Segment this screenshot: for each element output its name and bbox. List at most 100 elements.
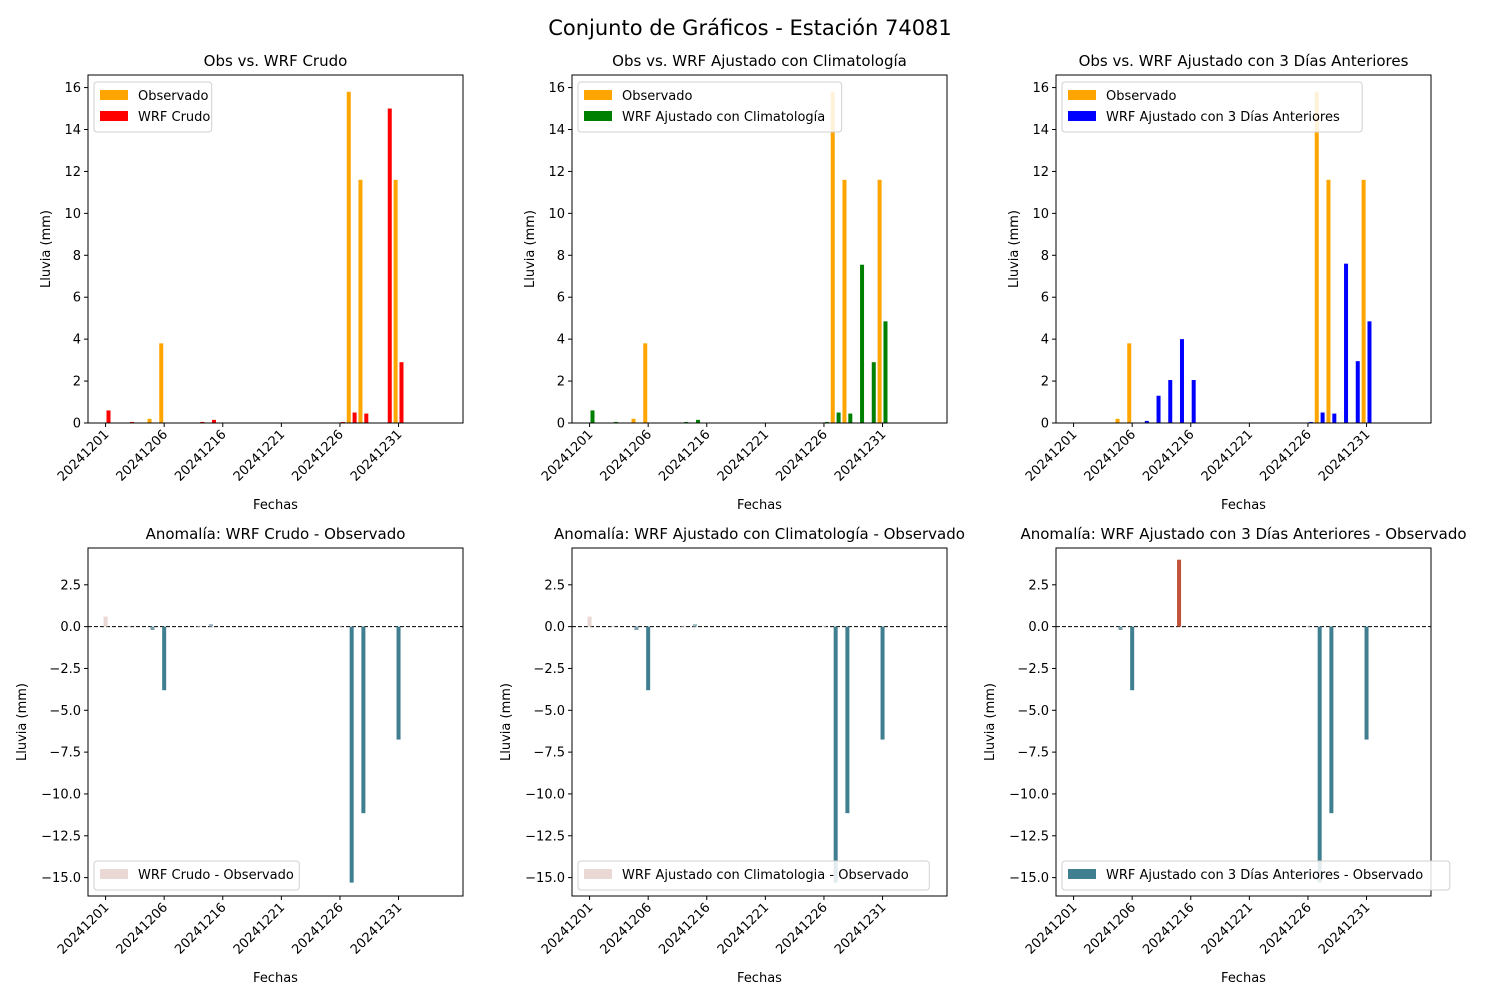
bar-wrf-ajustado-con-climatologia-observado-2 (611, 625, 616, 627)
bar-observado-25 (1361, 179, 1366, 423)
bar-wrf-ajustado-con-3-d-as-anteriores-9 (1179, 339, 1184, 423)
bar-observado-5 (159, 343, 164, 423)
bar-wrf-crudo-observado-9 (209, 624, 214, 627)
bar-wrf-ajustado-con-3-d-as-anteriores-observado-22 (1329, 626, 1334, 814)
y-tick-label: −15.0 (1009, 871, 1049, 886)
y-axis-label: Lluvia (mm) (1007, 210, 1022, 288)
legend-label: WRF Ajustado con 3 Días Anteriores (1106, 110, 1340, 125)
panel-5: Anomalía: WRF Ajustado con Climatología … (499, 525, 965, 986)
bar-wrf-crudo-observado-21 (349, 626, 354, 883)
x-tick-label: 20241206 (598, 427, 655, 484)
y-tick-label: 6 (73, 291, 81, 306)
legend: WRF Ajustado con Climatologia - Observad… (577, 860, 930, 891)
bar-observado-4 (147, 418, 152, 423)
bar-observado-21 (346, 91, 351, 423)
bar-wrf-crudo-observado-22 (361, 626, 366, 814)
bar-wrf-ajustado-con-climatologia-observado-9 (693, 624, 698, 627)
y-tick-label: 12 (548, 165, 565, 180)
bar-wrf-ajustado-con-3-d-as-anteriores-observado-9 (1177, 559, 1182, 627)
y-axis-label: Lluvia (mm) (499, 683, 514, 761)
x-tick-label: 20241221 (715, 427, 772, 484)
x-axis-label: Fechas (1221, 498, 1266, 513)
plot-frame (87, 74, 464, 424)
y-tick-label: 12 (64, 165, 81, 180)
bar-wrf-crudo-observado-8 (197, 625, 202, 627)
bar-wrf-crudo-25 (399, 362, 404, 423)
legend-label: WRF Crudo - Observado (138, 868, 294, 883)
x-tick-label: 20241231 (348, 427, 405, 484)
bar-observado-4 (1115, 418, 1120, 423)
y-tick-label: 2.5 (544, 578, 565, 593)
panel-title: Obs vs. WRF Ajustado con 3 Días Anterior… (1079, 52, 1409, 70)
x-tick-label: 20241201 (1023, 427, 1080, 484)
bar-observado-21 (1314, 91, 1319, 423)
bar-observado-5 (1127, 343, 1132, 423)
x-tick-label: 20241226 (1257, 900, 1314, 957)
y-tick-label: 12 (1032, 165, 1049, 180)
y-tick-label: 8 (73, 249, 81, 264)
y-tick-label: −2.5 (49, 662, 81, 677)
y-tick-label: 16 (1032, 81, 1049, 96)
y-tick-label: 4 (73, 333, 81, 348)
x-axis-label: Fechas (253, 498, 298, 513)
y-tick-label: −2.5 (533, 662, 565, 677)
x-tick-label: 20241216 (656, 427, 713, 484)
bar-wrf-ajustado-con-climatolog-a-22 (848, 413, 853, 423)
bar-wrf-ajustado-con-climatologia-observado-25 (880, 626, 885, 740)
bar-wrf-ajustado-con-3-d-as-anteriores-8 (1168, 380, 1173, 423)
x-tick-label: 20241221 (231, 900, 288, 957)
legend-swatch (1068, 111, 1096, 121)
bar-wrf-ajustado-con-3-d-as-anteriores-observado-20 (1305, 625, 1310, 627)
bar-wrf-ajustado-con-climatologia-observado-5 (646, 626, 651, 691)
bar-wrf-ajustado-con-3-d-as-anteriores-20 (1308, 421, 1313, 423)
bar-wrf-crudo-observado-2 (127, 625, 132, 627)
x-tick-label: 20241201 (539, 427, 596, 484)
bar-observado-25 (393, 179, 398, 423)
bar-observado-22 (842, 179, 847, 423)
bar-observado-4 (631, 418, 636, 423)
bar-wrf-ajustado-con-3-d-as-anteriores-25 (1367, 321, 1372, 423)
y-tick-label: −5.0 (1017, 704, 1049, 719)
bar-wrf-ajustado-con-3-d-as-anteriores-observado-25 (1364, 626, 1369, 740)
bar-wrf-crudo-observado-20 (337, 625, 342, 627)
y-axis-label: Lluvia (mm) (523, 210, 538, 288)
legend-label: WRF Ajustado con 3 Días Anteriores - Obs… (1106, 868, 1423, 883)
legend-swatch (584, 869, 612, 879)
bar-wrf-ajustado-con-climatolog-a-25 (883, 321, 888, 423)
bar-wrf-crudo-20 (340, 421, 345, 423)
panel-title: Obs vs. WRF Crudo (204, 52, 348, 70)
bar-wrf-crudo-9 (211, 419, 216, 423)
legend-label: Observado (138, 89, 209, 104)
bar-wrf-crudo-observado-5 (162, 626, 167, 691)
y-tick-label: 16 (548, 81, 565, 96)
x-tick-label: 20241201 (55, 900, 112, 957)
x-tick-label: 20241231 (348, 900, 405, 957)
legend-swatch (584, 90, 612, 100)
y-tick-label: 0 (1041, 417, 1049, 432)
y-tick-label: 8 (557, 249, 565, 264)
bar-wrf-crudo-observado-0 (103, 616, 108, 627)
x-tick-label: 20241216 (1140, 900, 1197, 957)
x-tick-label: 20241231 (1316, 427, 1373, 484)
x-tick-label: 20241216 (656, 900, 713, 957)
legend-swatch (100, 90, 128, 100)
bar-wrf-ajustado-con-climatolog-a-24 (871, 362, 876, 423)
x-tick-label: 20241221 (231, 427, 288, 484)
y-tick-label: 16 (64, 81, 81, 96)
legend-swatch (584, 111, 612, 121)
bar-wrf-ajustado-con-3-d-as-anteriores-6 (1144, 420, 1149, 423)
legend: WRF Ajustado con 3 Días Anteriores - Obs… (1061, 860, 1451, 891)
panel-2: Obs vs. WRF Ajustado con Climatología 0 2 4… (523, 52, 948, 513)
y-tick-label: 6 (557, 291, 565, 306)
panel-3: Obs vs. WRF Ajustado con 3 Días Anterior… (1007, 52, 1432, 513)
plot-frame (1055, 547, 1432, 897)
bar-wrf-ajustado-con-climatologia-observado-22 (845, 626, 850, 814)
y-tick-label: −12.5 (525, 829, 565, 844)
y-tick-label: 2 (1041, 375, 1049, 390)
bar-wrf-ajustado-con-climatologia-observado-8 (681, 625, 686, 627)
x-tick-label: 20241231 (832, 900, 889, 957)
y-tick-label: 4 (1041, 333, 1049, 348)
y-tick-label: 0 (557, 417, 565, 432)
x-tick-label: 20241221 (1199, 900, 1256, 957)
bar-wrf-ajustado-con-climatolog-a-2 (613, 421, 618, 423)
